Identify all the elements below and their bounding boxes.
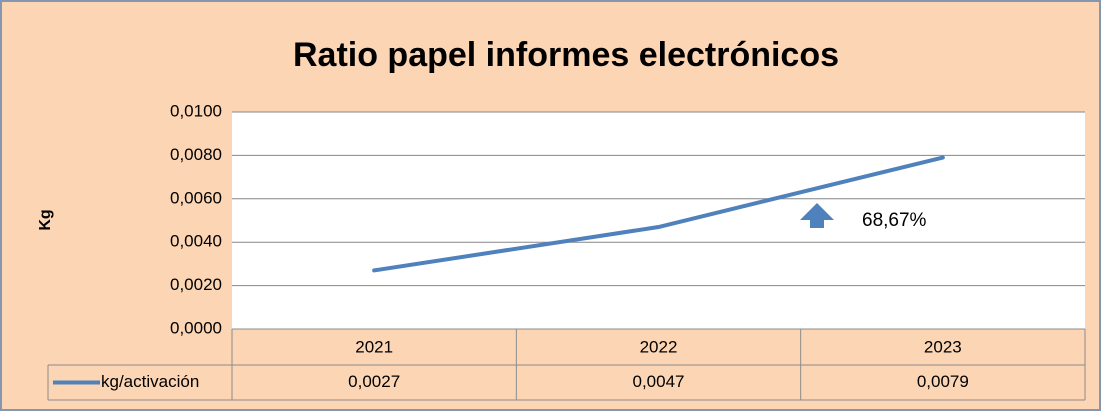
series-line [372, 155, 945, 273]
annotation: 68,67% [862, 210, 927, 231]
y-tick-label: 0,0020 [170, 275, 222, 294]
y-axis-label: Kg [37, 209, 54, 230]
table-value: 0,0047 [633, 372, 685, 391]
x-tick-label: 2023 [924, 337, 962, 356]
y-tick-label: 0,0040 [170, 232, 222, 251]
y-tick-label: 0,0080 [170, 145, 222, 164]
x-tick-label: 2022 [640, 337, 678, 356]
x-tick-label: 2021 [355, 337, 393, 356]
y-tick-label: 0,0000 [170, 318, 222, 337]
plot-area [232, 112, 1085, 329]
legend-label: kg/activación [101, 372, 199, 391]
y-tick-label: 0,0100 [170, 101, 222, 120]
table-value: 0,0027 [348, 372, 400, 391]
y-tick-label: 0,0060 [170, 188, 222, 207]
chart-title: Ratio papel informes electrónicos [293, 36, 839, 74]
annotation-arrow [800, 203, 834, 228]
table-value: 0,0079 [917, 372, 969, 391]
